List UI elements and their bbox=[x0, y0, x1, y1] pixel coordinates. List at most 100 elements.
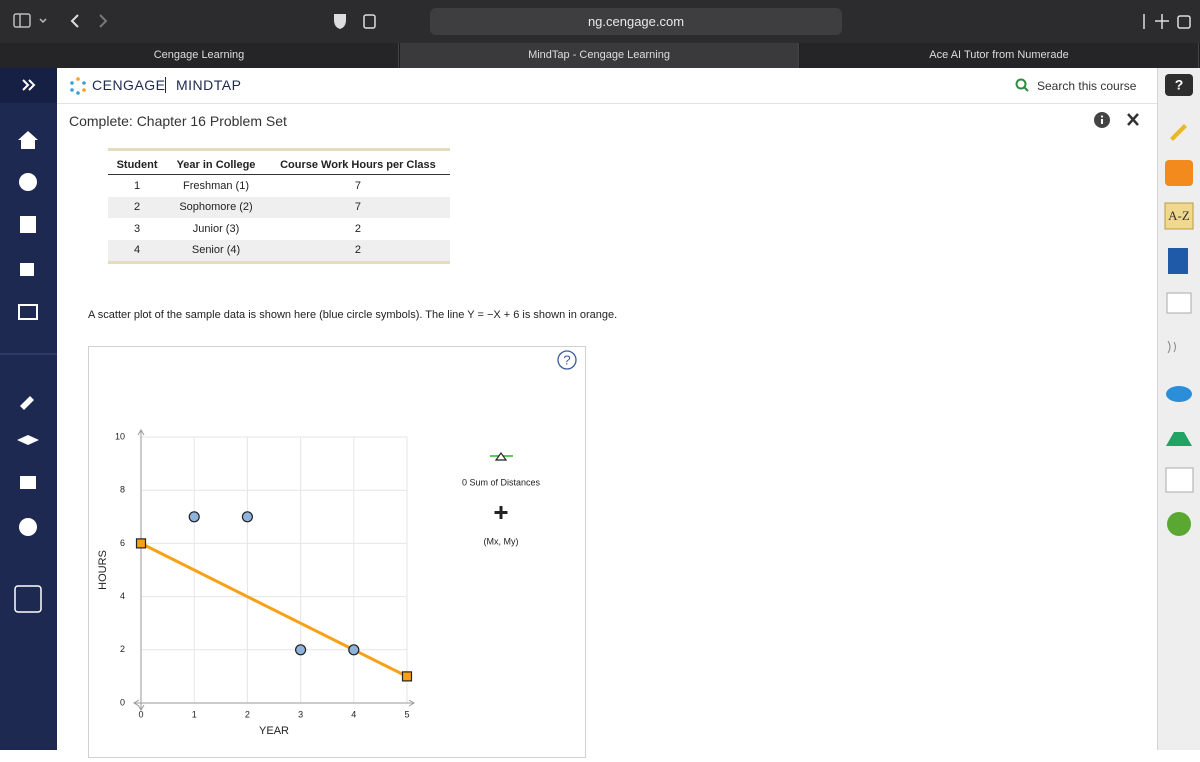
title-actions bbox=[1094, 112, 1139, 128]
x-tick-label: 2 bbox=[245, 709, 250, 719]
column-header: Student bbox=[108, 149, 167, 175]
y-tick-label: 10 bbox=[115, 431, 125, 441]
scatter-chart: 0 1 2 3 4 5 0 2 4 6 8 10 YEAR HOURS 0 Sum of Distances… bbox=[97, 350, 577, 737]
gradebook-icon[interactable] bbox=[18, 304, 38, 320]
tab[interactable]: Cengage Learning bbox=[0, 43, 399, 68]
glossary-label: A-Z bbox=[1168, 208, 1190, 223]
y-tick-label: 6 bbox=[120, 538, 125, 548]
doc-app[interactable] bbox=[1165, 467, 1194, 493]
left-sidebar bbox=[0, 68, 57, 750]
briefcase-icon[interactable] bbox=[20, 476, 36, 489]
table-cell: 2 bbox=[354, 222, 361, 235]
expand-button[interactable] bbox=[0, 68, 57, 103]
ebook-app[interactable] bbox=[1168, 248, 1188, 274]
x-tick-label: 3 bbox=[298, 709, 303, 719]
data-point bbox=[348, 644, 360, 656]
sum-tool[interactable] bbox=[494, 451, 508, 461]
data-point bbox=[241, 511, 253, 523]
rss-app[interactable] bbox=[1165, 160, 1193, 186]
tab-bar: Cengage Learning MindTap - Cengage Learn… bbox=[0, 43, 1200, 68]
data-point bbox=[295, 644, 307, 656]
table-row: 4 Senior (4) 2 bbox=[108, 239, 450, 263]
table-cell: 4 bbox=[108, 239, 167, 263]
drive-app[interactable] bbox=[1166, 432, 1192, 446]
x-tick-label: 4 bbox=[351, 709, 356, 719]
column-header: Year in College bbox=[166, 149, 266, 175]
column-header: Course Work Hours per Class bbox=[265, 149, 450, 175]
app-dock: ? A-Z bbox=[1164, 74, 1194, 536]
line-handle[interactable] bbox=[401, 671, 413, 682]
app-header bbox=[57, 68, 1157, 104]
help-glyph: ? bbox=[563, 352, 570, 367]
table-row: 2 Sophomore (2) 7 bbox=[108, 196, 450, 218]
help-icon[interactable] bbox=[19, 518, 37, 536]
help-button[interactable] bbox=[1165, 74, 1193, 96]
account-icon[interactable] bbox=[19, 173, 37, 191]
table-cell: Freshman (1) bbox=[182, 179, 250, 192]
address-bar[interactable]: ng.cengage.com bbox=[430, 8, 842, 35]
close-button[interactable] bbox=[1127, 113, 1139, 126]
tab[interactable]: MindTap - Cengage Learning bbox=[400, 43, 799, 68]
right-sidebar: ? A-Z bbox=[1157, 68, 1200, 750]
audio-app[interactable] bbox=[1167, 340, 1176, 354]
tab[interactable]: Ace AI Tutor from Numerade bbox=[800, 43, 1199, 68]
axis-arrow bbox=[408, 699, 415, 707]
y-tick-label: 8 bbox=[120, 485, 125, 495]
cards-icon[interactable] bbox=[20, 263, 34, 276]
x-tick-label: 1 bbox=[192, 709, 197, 719]
x-tick-label: 5 bbox=[404, 709, 409, 719]
y-tick-label: 4 bbox=[120, 591, 125, 601]
table-cell: 2 bbox=[265, 239, 450, 263]
table-cell: Junior (3) bbox=[192, 222, 240, 235]
table-cell: 7 bbox=[265, 196, 450, 218]
onedrive-app[interactable] bbox=[1166, 386, 1192, 402]
profile-app[interactable] bbox=[1167, 512, 1191, 536]
graph-panel: 0 1 2 3 4 5 0 2 4 6 8 10 YEAR HOURS 0 Sum of Distances… bbox=[88, 346, 586, 758]
table-cell: 2 bbox=[108, 196, 167, 218]
glossary-app[interactable] bbox=[1164, 202, 1194, 230]
search-link[interactable]: Search this course bbox=[1037, 79, 1137, 93]
table-cell: 7 bbox=[354, 179, 361, 192]
search-icon[interactable] bbox=[1015, 78, 1031, 94]
line-handle[interactable] bbox=[135, 538, 147, 549]
table-cell: 3 bbox=[134, 222, 141, 235]
axis-arrow bbox=[137, 429, 145, 436]
mean-label: (Mx, My) bbox=[484, 536, 519, 546]
logo-mark bbox=[70, 77, 86, 95]
help-glyph: ? bbox=[1175, 77, 1184, 93]
description: A scatter plot of the sample data is sho… bbox=[88, 309, 618, 321]
back-button[interactable] bbox=[70, 14, 79, 28]
fit-line bbox=[140, 542, 408, 678]
table-cell: Senior (4) bbox=[166, 239, 266, 263]
y-axis-label: HOURS bbox=[97, 550, 109, 590]
highlighter-app[interactable] bbox=[1170, 124, 1187, 141]
axis-arrow bbox=[133, 699, 140, 707]
product[interactable]: MINDTAP bbox=[165, 77, 241, 93]
x-tick-label: 0 bbox=[138, 709, 143, 719]
table-header: Student Year in College Course Work Hours … bbox=[108, 149, 450, 175]
y-tick-label: 2 bbox=[120, 644, 125, 654]
table-row: 3 Junior (3) 2 bbox=[108, 218, 450, 240]
mean-tool[interactable] bbox=[494, 506, 508, 519]
notes-app[interactable] bbox=[1166, 292, 1192, 314]
home-icon[interactable] bbox=[18, 131, 38, 149]
x-axis-label: YEAR bbox=[259, 725, 289, 737]
help-button[interactable] bbox=[557, 350, 577, 370]
data-table: Student Year in College Course Work Hours … bbox=[108, 148, 450, 264]
brand[interactable]: CENGAGE bbox=[92, 77, 166, 93]
page-title: Complete: Chapter 16 Problem Set bbox=[69, 113, 287, 129]
table-cell: 1 bbox=[134, 179, 141, 192]
axis-arrow bbox=[137, 704, 145, 711]
table-cell: Sophomore (2) bbox=[166, 196, 266, 218]
browser-actions bbox=[1143, 14, 1191, 29]
browser-controls bbox=[13, 13, 376, 29]
sum-label: 0 Sum of Distances bbox=[462, 477, 541, 487]
table-row: 1 Freshman (1) 7 bbox=[108, 175, 450, 197]
tools-icon[interactable] bbox=[20, 396, 34, 410]
cap-icon[interactable] bbox=[17, 435, 39, 445]
browser-toolbar: ng.cengage.com bbox=[0, 0, 1200, 43]
exit-icon[interactable] bbox=[14, 585, 42, 613]
notebook-icon[interactable] bbox=[20, 216, 36, 233]
sidebar-icons bbox=[0, 131, 57, 613]
